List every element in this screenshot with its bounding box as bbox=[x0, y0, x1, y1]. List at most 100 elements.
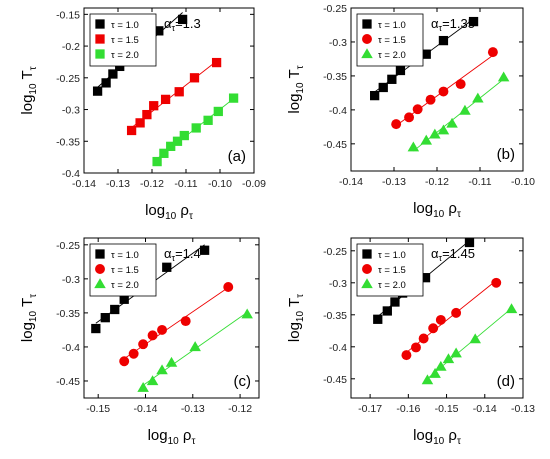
data-point bbox=[421, 49, 431, 59]
data-point bbox=[491, 277, 502, 288]
legend-marker bbox=[361, 278, 373, 289]
data-point bbox=[437, 124, 450, 135]
x-axis-title: log10 ρτ bbox=[413, 200, 461, 220]
y-axis-title: log10 Tτ bbox=[286, 294, 306, 342]
y-tick-label: -0.15 bbox=[56, 9, 80, 21]
x-tick-label: -0.12 bbox=[140, 178, 164, 190]
y-axis-title-symbol: T bbox=[286, 69, 303, 82]
plot-frame bbox=[350, 237, 524, 399]
data-point bbox=[407, 141, 420, 152]
alpha-value: =1.3 bbox=[175, 16, 201, 31]
data-point bbox=[435, 314, 446, 325]
data-point bbox=[152, 156, 162, 167]
panel-label: (a) bbox=[228, 148, 246, 165]
legend-marker bbox=[362, 249, 372, 259]
alpha-subscript: τ bbox=[439, 23, 443, 33]
y-axis-title-base: log bbox=[19, 322, 36, 342]
x-tick-label: -0.11 bbox=[468, 176, 491, 188]
panel-label: (c) bbox=[234, 373, 252, 390]
data-point bbox=[487, 47, 498, 58]
x-tick-label: -0.09 bbox=[242, 178, 266, 190]
data-point bbox=[390, 297, 400, 307]
data-point bbox=[459, 104, 471, 115]
data-point bbox=[100, 313, 110, 323]
data-point bbox=[154, 26, 164, 36]
alpha-symbol: α bbox=[164, 246, 172, 261]
y-axis-title-symbol: T bbox=[19, 298, 36, 311]
data-point bbox=[370, 90, 380, 101]
data-point bbox=[91, 323, 101, 334]
y-tick-label: -0.35 bbox=[323, 310, 347, 322]
data-point bbox=[157, 324, 168, 335]
x-tick-label: -0.10 bbox=[511, 176, 535, 188]
alpha-value: =1.35 bbox=[442, 16, 475, 31]
data-point bbox=[119, 294, 129, 304]
data-point bbox=[420, 273, 431, 283]
legend-marker bbox=[95, 19, 105, 29]
y-tick-label: -0.3 bbox=[62, 105, 80, 117]
data-point bbox=[203, 115, 213, 125]
y-tick-label: -0.25 bbox=[56, 73, 80, 85]
data-point bbox=[412, 104, 423, 115]
data-point bbox=[505, 303, 518, 314]
x-axis-title-base-sub: 10 bbox=[165, 211, 177, 222]
y-axis-title-base-sub: 10 bbox=[295, 310, 306, 322]
alpha-annotation: ατ=1.3 bbox=[164, 16, 201, 33]
x-tick-label: -0.12 bbox=[228, 403, 252, 415]
data-point bbox=[165, 356, 178, 367]
data-point bbox=[110, 304, 120, 315]
data-point bbox=[142, 109, 152, 120]
x-axis-title-base: log bbox=[413, 200, 433, 217]
data-point bbox=[442, 353, 455, 364]
legend-label: τ = 2.0 bbox=[111, 280, 139, 291]
x-axis-title: log10 ρτ bbox=[413, 427, 461, 447]
panel-label: (d) bbox=[497, 373, 515, 390]
data-point bbox=[211, 57, 222, 68]
x-axis-title-symbol: ρ bbox=[444, 427, 457, 444]
y-tick-label: -0.4 bbox=[329, 342, 347, 354]
data-point bbox=[411, 342, 421, 353]
x-tick-label: -0.12 bbox=[425, 176, 449, 188]
x-tick-label: -0.13 bbox=[106, 178, 130, 190]
data-point bbox=[373, 314, 383, 324]
data-point bbox=[241, 308, 253, 319]
legend-label: τ = 1.0 bbox=[111, 20, 139, 31]
y-axis-title-base: log bbox=[286, 94, 303, 114]
data-point bbox=[378, 82, 388, 93]
data-point bbox=[421, 374, 434, 385]
legend-marker bbox=[95, 264, 105, 274]
data-point bbox=[395, 65, 406, 76]
data-point bbox=[138, 339, 149, 350]
alpha-value: =1.45 bbox=[442, 246, 475, 261]
alpha-annotation: ατ=1.4 bbox=[164, 246, 201, 263]
legend: τ = 1.0 τ = 1.5 τ = 2.0 bbox=[89, 243, 157, 297]
legend-marker bbox=[361, 48, 373, 59]
alpha-subscript: τ bbox=[172, 23, 176, 33]
chart-panel-4: -0.17 -0.16 -0.15 -0.14 -0.13 -0.45 -0.4 -0.35 -… bbox=[286, 237, 535, 447]
alpha-symbol: α bbox=[164, 16, 172, 31]
data-point bbox=[446, 117, 458, 128]
data-point bbox=[119, 356, 130, 367]
x-axis-title-symbol-sub: τ bbox=[457, 209, 461, 220]
chart-panel-1: -0.14 -0.13 -0.12 -0.11 -0.10 -0.09 -0.4 -0.35 -… bbox=[19, 7, 266, 222]
x-axis-title-symbol-sub: τ bbox=[189, 211, 193, 222]
alpha-subscript: τ bbox=[439, 253, 443, 263]
data-point bbox=[135, 118, 145, 128]
legend-marker bbox=[362, 19, 372, 29]
chart-panel-2: -0.14 -0.13 -0.12 -0.11 -0.10 -0.45 -0.4 -0.35 -… bbox=[286, 3, 535, 220]
x-axis-title-symbol: ρ bbox=[179, 427, 192, 444]
y-tick-label: -0.35 bbox=[56, 308, 80, 320]
legend-marker bbox=[95, 34, 105, 44]
data-point bbox=[156, 364, 168, 375]
data-point bbox=[429, 128, 441, 139]
x-axis-title-base: log bbox=[413, 427, 433, 444]
y-axis-title-base-sub: 10 bbox=[295, 82, 306, 94]
legend: τ = 1.0 τ = 1.5 τ = 2.0 bbox=[356, 13, 424, 67]
x-axis-title-symbol: ρ bbox=[176, 202, 189, 219]
data-point bbox=[128, 348, 139, 359]
y-axis-title-base: log bbox=[19, 95, 36, 115]
x-axis-title-base-sub: 10 bbox=[433, 209, 445, 220]
y-axis-title-base: log bbox=[286, 322, 303, 342]
data-point bbox=[213, 106, 223, 117]
x-axis-title-base: log bbox=[148, 427, 168, 444]
